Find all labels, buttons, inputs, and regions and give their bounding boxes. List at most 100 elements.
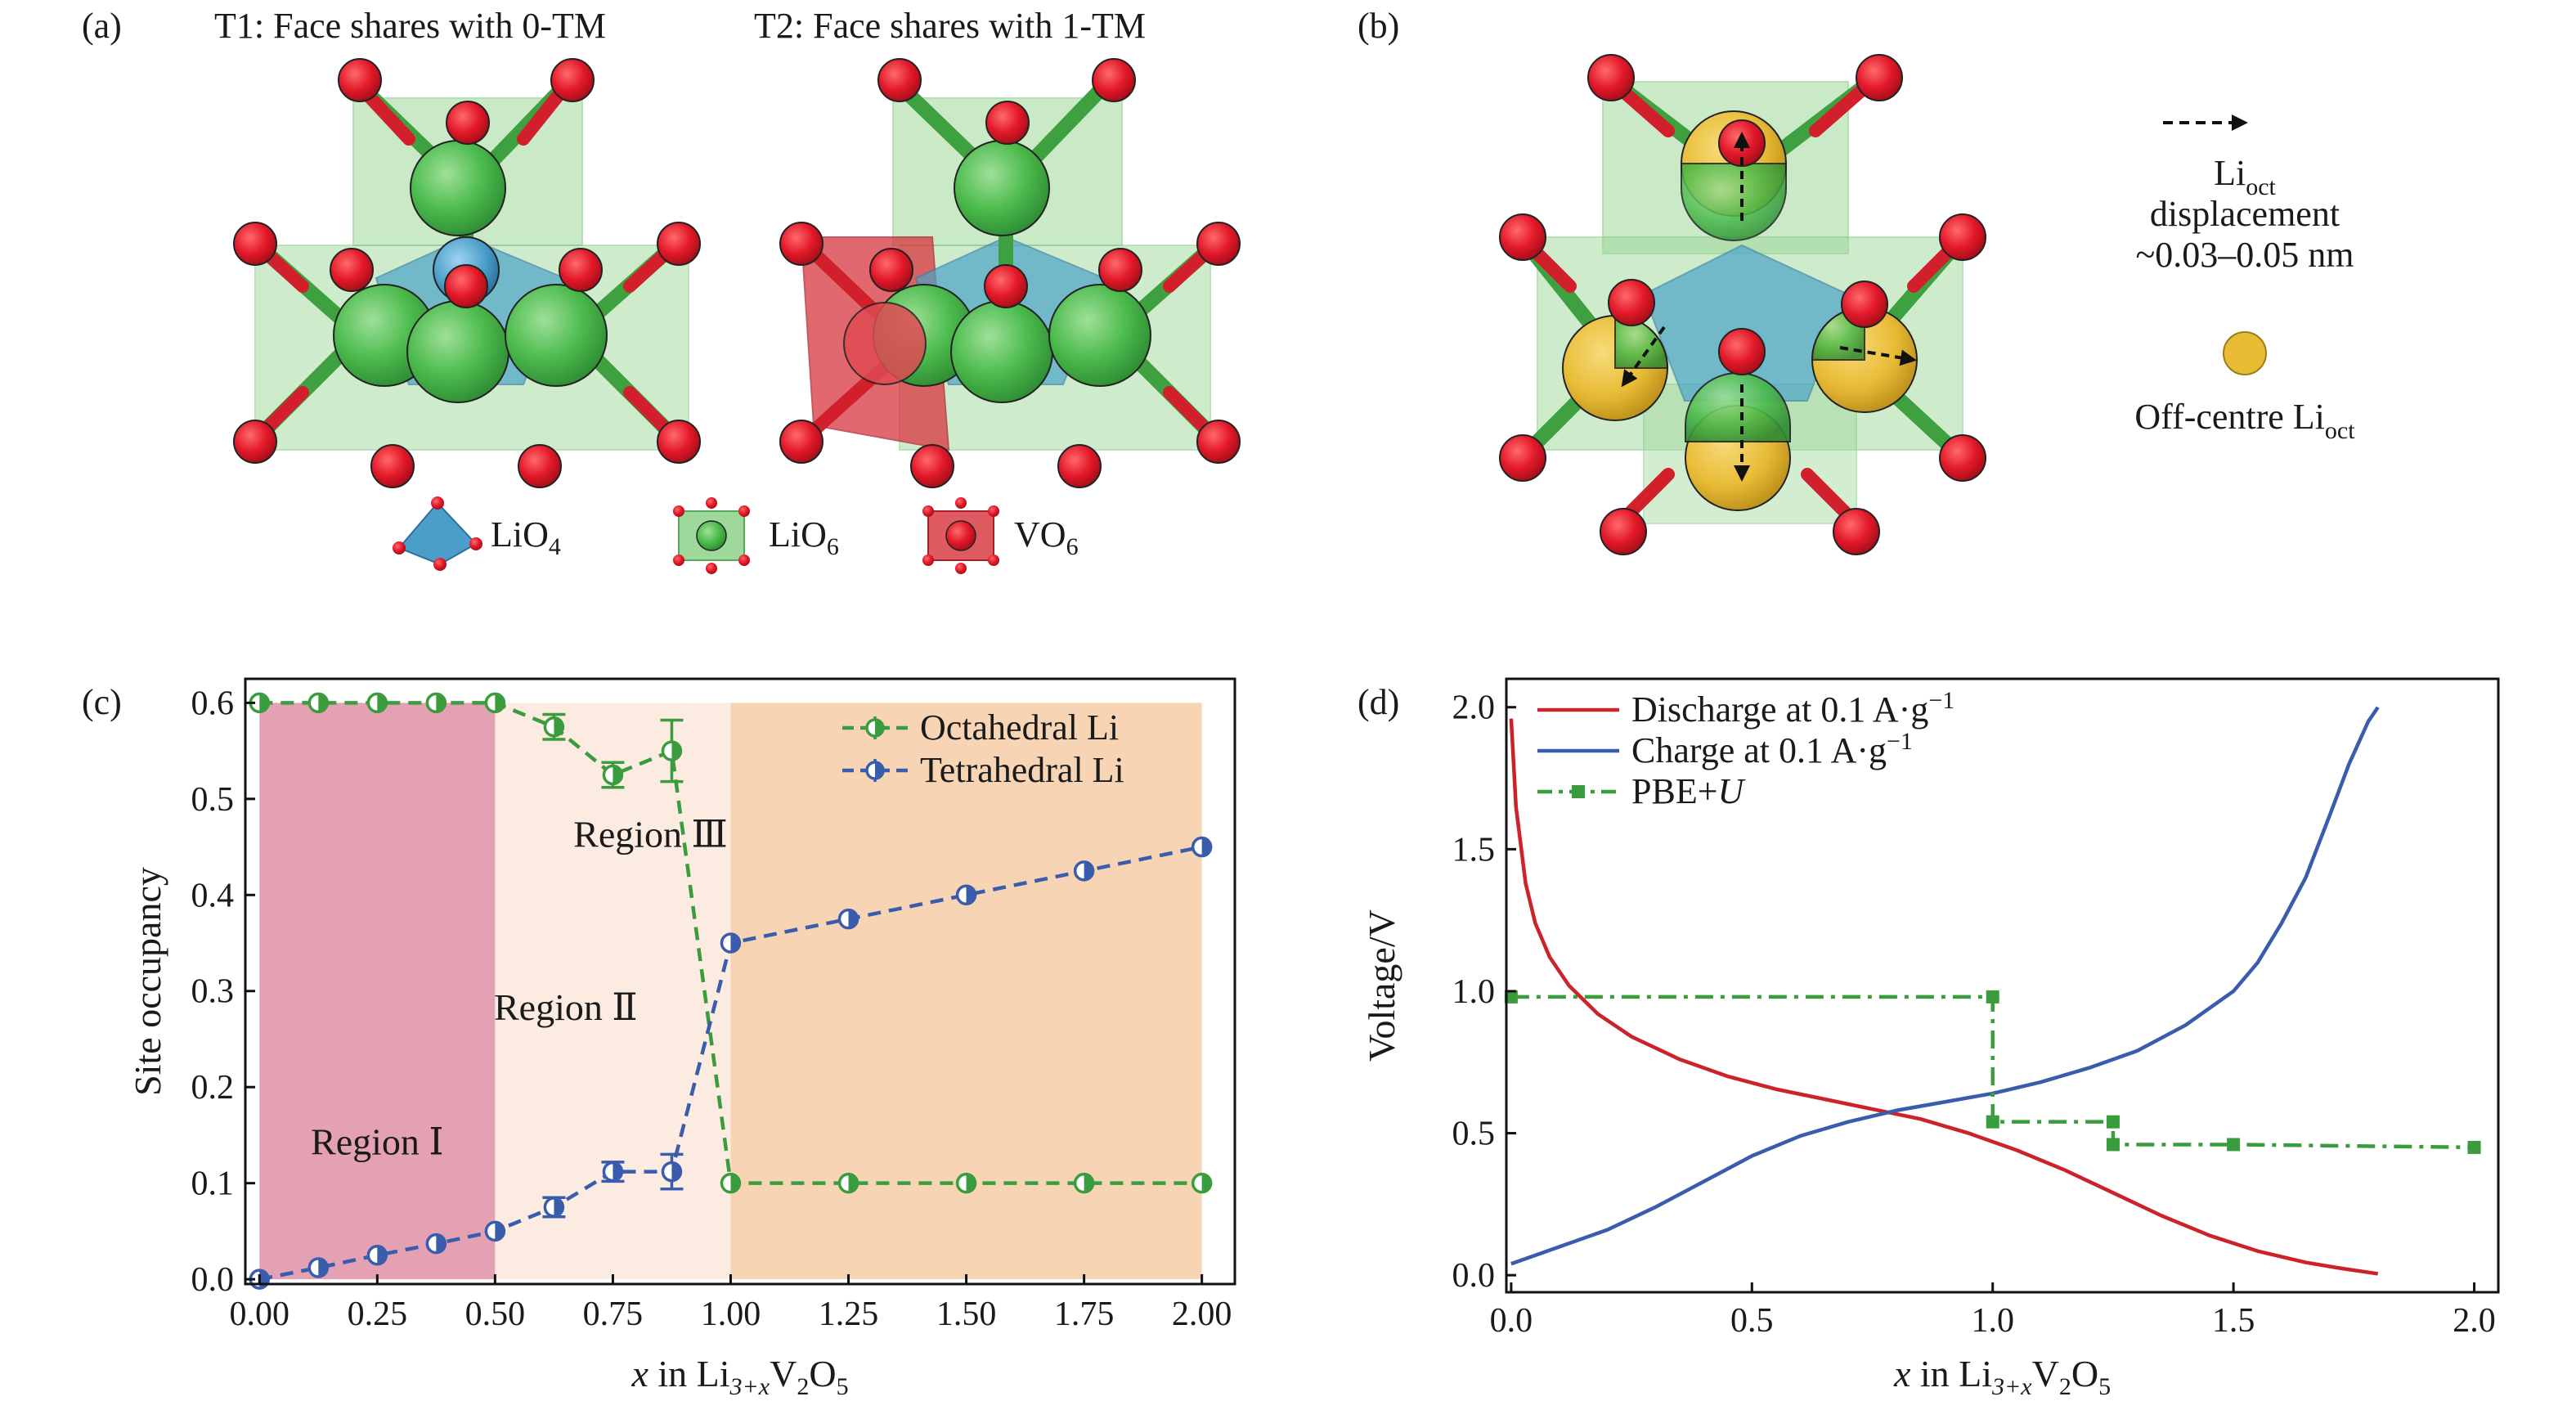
lio4-icon [393,496,482,571]
region-band [259,703,496,1280]
c-series [249,692,1213,1290]
legend-label: Discharge at 0.1 A·g−1 [1631,687,1954,730]
t1-title: T1: Face shares with 0-TM [214,6,606,46]
data-point-fill [671,742,681,761]
displacement-label-line2: displacement [2150,194,2340,234]
y-tick-label: 0.6 [191,685,235,722]
panel-b-label: (b) [1358,6,1399,46]
legend-lio6: LiO6 [769,514,839,560]
x-tick-label: 2.0 [2453,1302,2496,1340]
data-point [2106,1115,2120,1129]
x-tick-label: 0.5 [1730,1302,1774,1340]
vo6-icon [922,497,999,574]
data-point-fill [730,1174,740,1192]
data-point-fill [554,1198,563,1217]
x-tick-label: 1.00 [701,1295,761,1333]
panel-a: (a) T1: Face shares with 0-TM T2: Face s… [82,6,1241,574]
x-tick-label: 0.00 [230,1295,290,1333]
y-tick-label: 1.0 [1452,973,1496,1011]
data-point-fill [848,909,858,928]
data-point-fill [613,766,622,784]
data-point-fill [1084,861,1093,880]
y-tick-label: 0.0 [1452,1257,1496,1295]
panel-d: (d) 0.0 0.5 1.0 1.5 2.0 0.0 0.5 1.0 1.5 2.0 Disch… [1358,677,2500,1400]
region-label: Region Ⅲ [573,814,728,855]
data-point-fill [730,934,740,953]
data-point [2467,1140,2481,1154]
data-point [1986,1115,1999,1129]
data-point-fill [1084,1174,1093,1192]
data-point-fill [671,1162,681,1181]
series-line [1509,718,2379,1276]
data-point-fill [1201,837,1211,856]
data-point-fill [554,717,563,736]
data-point [1504,990,1518,1004]
data-point-fill [613,1162,622,1181]
c-xlabel: x in Li3+xV2O5 [631,1353,848,1400]
data-point-fill [1201,1174,1211,1192]
data-point-fill [436,694,446,712]
x-tick-label: 1.75 [1054,1295,1115,1333]
y-tick-label: 0.1 [191,1165,235,1203]
legend-marker-fill [875,762,883,779]
y-tick-label: 0.3 [191,973,235,1011]
region-label: Region Ⅱ [494,986,638,1028]
legend-label: Octahedral Li [920,707,1119,748]
data-point-fill [848,1174,858,1192]
lio6-icon [673,497,750,574]
x-tick-label: 1.5 [2212,1302,2255,1340]
data-point-fill [495,1222,505,1241]
x-tick-label: 1.25 [819,1295,879,1333]
legend-marker [1572,785,1585,798]
c-ticks: 0.00 0.25 0.50 0.75 1.00 1.25 1.50 1.75 2.00 0.0 0… [191,685,1232,1333]
x-tick-label: 1.0 [1971,1302,2014,1340]
panel-c: (c) Region Ⅰ Region Ⅱ Region Ⅲ 0.00 0.25 0.5… [82,677,1236,1400]
structure-legend: LiO4 LiO6 VO6 [393,496,1079,574]
series-line [1510,706,2380,1266]
data-point-fill [966,1174,976,1192]
legend-label: PBE+U [1631,771,1747,811]
c-ylabel: Site occupancy [127,867,168,1096]
region-band [495,703,731,1280]
legend-lio4: LiO4 [491,514,561,560]
y-tick-label: 1.5 [1452,831,1496,869]
legend-label: Charge at 0.1 A·g−1 [1631,728,1913,770]
legend-vo6: VO6 [1014,514,1079,560]
d-axes-frame [1505,677,2500,1294]
data-point-fill [259,694,269,712]
legend-label: Tetrahedral Li [920,750,1124,790]
data-point-fill [318,1259,328,1278]
panel-b: (b) [1358,6,2355,555]
x-tick-label: 1.50 [936,1295,997,1333]
t2-title: T2: Face shares with 1-TM [754,6,1146,46]
x-tick-label: 2.00 [1172,1295,1232,1333]
offcentre-structure [1499,54,1986,555]
offcentre-li-icon [2223,331,2267,375]
y-tick-label: 0.0 [191,1261,235,1299]
y-tick-label: 2.0 [1452,689,1496,727]
data-point-fill [318,694,328,712]
y-tick-label: 0.2 [191,1069,235,1107]
data-point [2227,1138,2241,1152]
x-tick-label: 0.75 [583,1295,644,1333]
x-tick-label: 0.50 [465,1295,526,1333]
panel-d-label: (d) [1358,682,1399,722]
data-point-fill [377,694,387,712]
d-ticks: 0.0 0.5 1.0 1.5 2.0 0.0 0.5 1.0 1.5 2.0 [1452,689,2496,1340]
data-point-fill [495,694,505,712]
region-label: Region Ⅰ [311,1120,444,1162]
t1-structure [233,58,701,488]
x-tick-label: 0.0 [1490,1302,1533,1340]
t2-structure [779,58,1241,488]
data-point-fill [966,886,976,905]
data-point [2106,1138,2120,1152]
d-series [1504,706,2481,1276]
legend-marker-fill [875,720,883,736]
panel-a-label: (a) [82,6,122,46]
y-tick-label: 0.5 [1452,1116,1496,1153]
d-ylabel: Voltage/V [1361,909,1402,1062]
data-point-fill [377,1246,387,1264]
